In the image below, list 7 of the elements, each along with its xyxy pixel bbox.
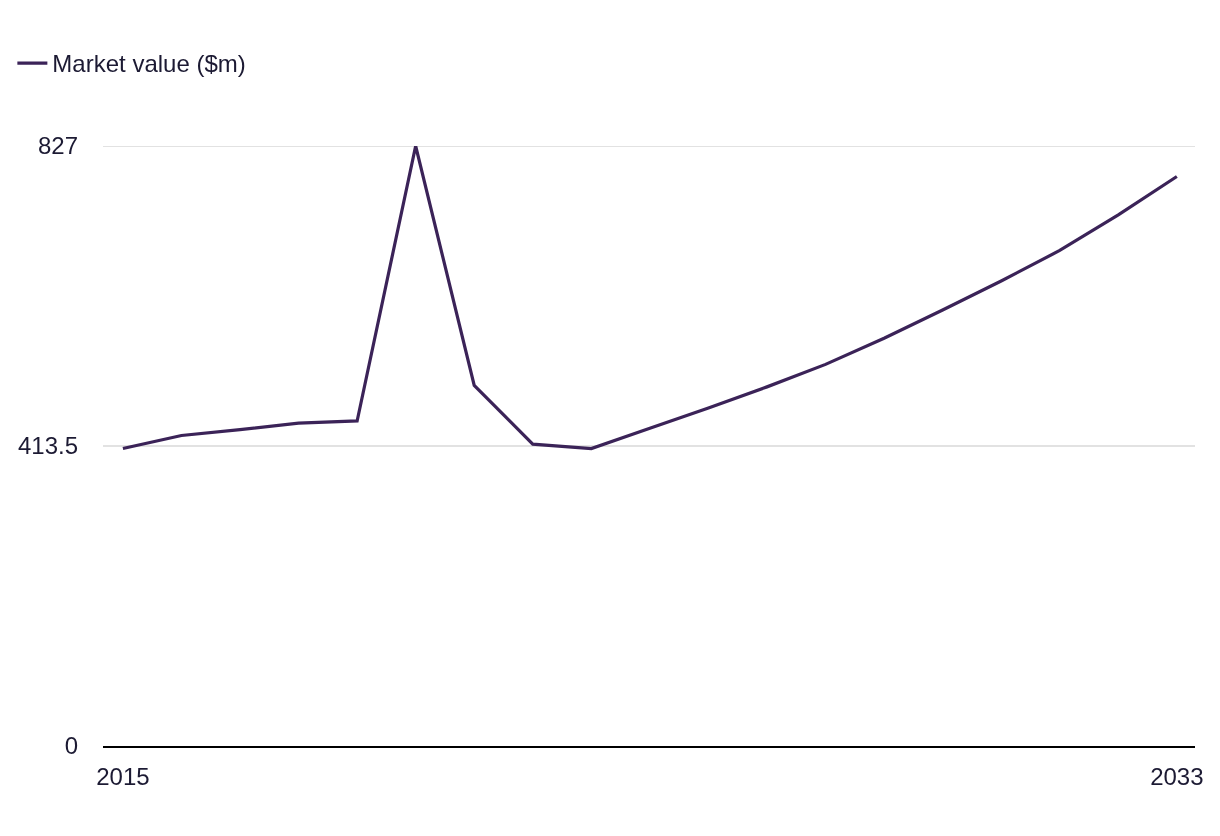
- y-tick-label: 0: [64, 732, 78, 760]
- line-series: [121, 146, 1179, 451]
- x-tick-label: 2015: [96, 762, 150, 790]
- x-tick-label: 2033: [1150, 762, 1204, 790]
- y-tick-label: 413.5: [17, 432, 78, 460]
- y-tick-label: 827: [37, 132, 78, 160]
- legend-label: Market value ($m): [52, 50, 246, 78]
